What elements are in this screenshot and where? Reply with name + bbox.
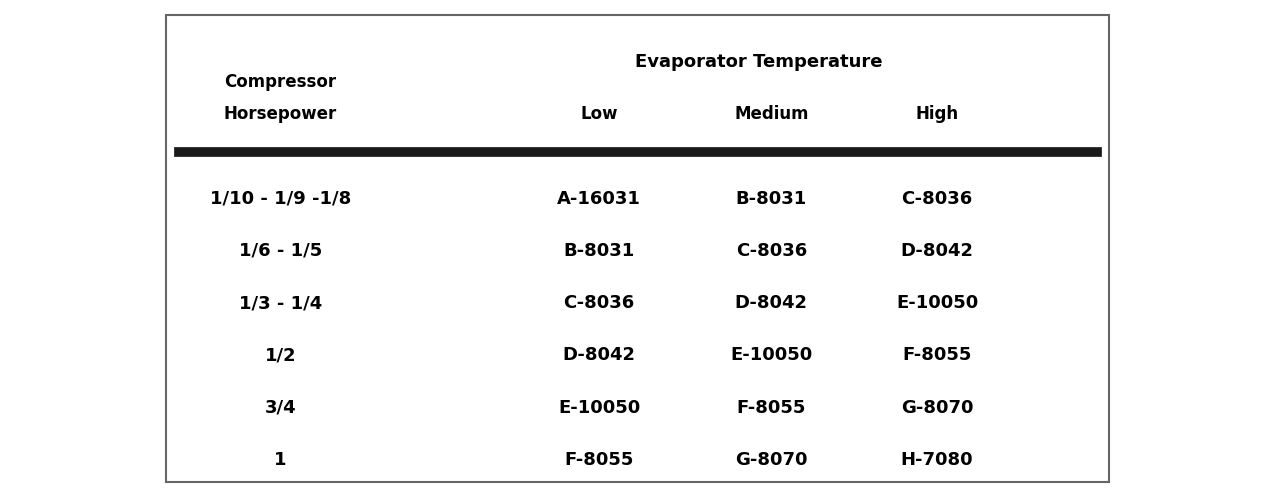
- Text: 1/3 - 1/4: 1/3 - 1/4: [238, 294, 323, 312]
- Text: C-8036: C-8036: [901, 190, 973, 208]
- Text: H-7080: H-7080: [901, 451, 973, 469]
- Text: E-10050: E-10050: [558, 399, 640, 416]
- FancyBboxPatch shape: [166, 15, 1109, 482]
- Text: Evaporator Temperature: Evaporator Temperature: [635, 53, 882, 71]
- Text: A-16031: A-16031: [557, 190, 641, 208]
- Text: High: High: [915, 105, 959, 123]
- Text: F-8055: F-8055: [737, 399, 806, 416]
- Text: G-8070: G-8070: [736, 451, 807, 469]
- Text: B-8031: B-8031: [564, 242, 635, 260]
- Text: Compressor: Compressor: [224, 73, 337, 91]
- Text: F-8055: F-8055: [903, 346, 972, 364]
- Text: C-8036: C-8036: [564, 294, 635, 312]
- Text: Medium: Medium: [734, 105, 808, 123]
- Text: E-10050: E-10050: [896, 294, 978, 312]
- Text: E-10050: E-10050: [731, 346, 812, 364]
- Text: D-8042: D-8042: [900, 242, 974, 260]
- Text: 3/4: 3/4: [265, 399, 296, 416]
- Text: F-8055: F-8055: [565, 451, 634, 469]
- Text: D-8042: D-8042: [562, 346, 636, 364]
- Text: D-8042: D-8042: [734, 294, 808, 312]
- Text: B-8031: B-8031: [736, 190, 807, 208]
- Text: 1/2: 1/2: [265, 346, 296, 364]
- Text: 1: 1: [274, 451, 287, 469]
- Text: Low: Low: [580, 105, 618, 123]
- Text: Horsepower: Horsepower: [224, 105, 337, 123]
- Text: G-8070: G-8070: [901, 399, 973, 416]
- Text: 1/10 - 1/9 -1/8: 1/10 - 1/9 -1/8: [210, 190, 351, 208]
- Text: C-8036: C-8036: [736, 242, 807, 260]
- Text: 1/6 - 1/5: 1/6 - 1/5: [238, 242, 323, 260]
